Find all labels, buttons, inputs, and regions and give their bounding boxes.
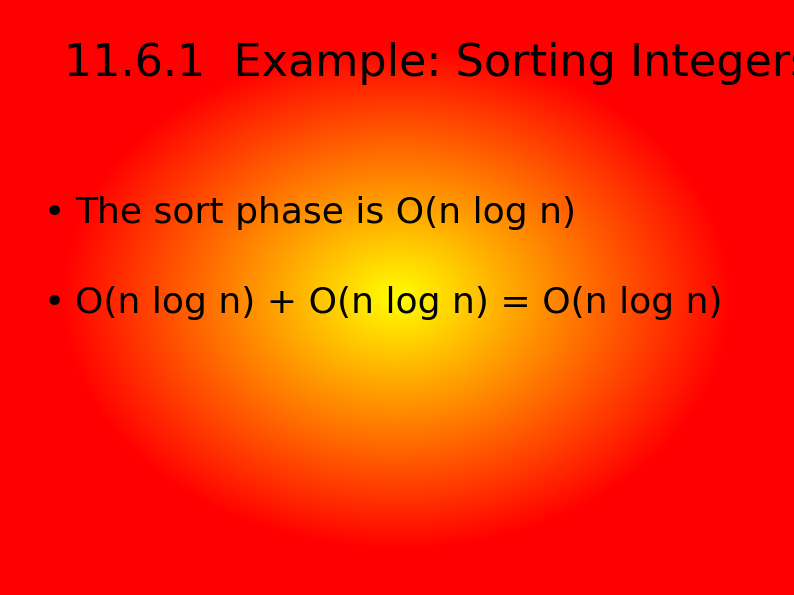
Text: •: • <box>44 196 65 230</box>
Text: The sort phase is O(n log n): The sort phase is O(n log n) <box>75 196 576 230</box>
Text: •: • <box>44 286 65 320</box>
Text: 11.6.1  Example: Sorting Integers: 11.6.1 Example: Sorting Integers <box>64 42 794 84</box>
Text: O(n log n) + O(n log n) = O(n log n): O(n log n) + O(n log n) = O(n log n) <box>75 286 723 320</box>
